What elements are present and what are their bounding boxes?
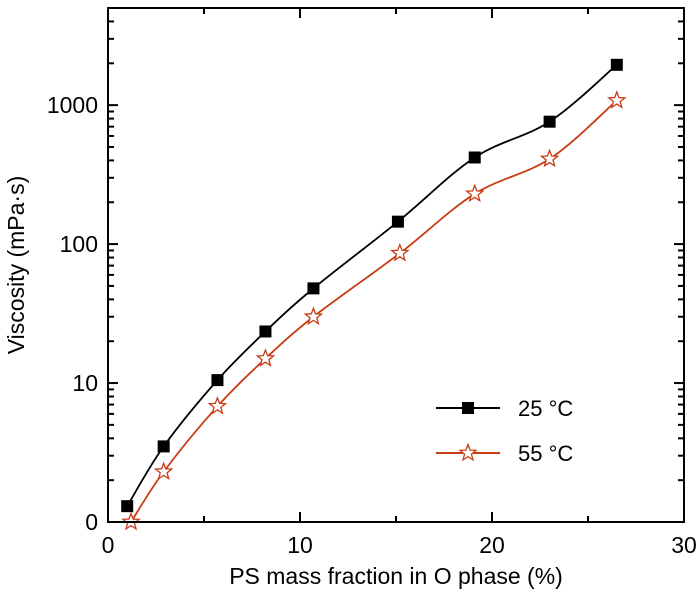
tick-labels: 0 10 20 30 0 10 100 1000: [47, 92, 697, 558]
y-tick-label: 1000: [47, 92, 98, 118]
data-point: [606, 90, 627, 109]
axis-ticks: [107, 7, 685, 523]
y-tick-label: 10: [72, 370, 98, 396]
x-tick-label: 10: [287, 532, 313, 558]
series-line-1: [130, 99, 618, 523]
series-markers: [121, 58, 627, 531]
data-point: [207, 395, 228, 415]
plot-frame: [107, 7, 685, 523]
legend-marker-25c: [462, 402, 474, 414]
data-point: [390, 242, 410, 262]
data-point: [307, 282, 320, 295]
x-tick-label: 20: [479, 532, 505, 558]
x-tick-label: 0: [102, 532, 115, 558]
legend-item: 25 °C: [436, 396, 573, 421]
legend-label-25c: 25 °C: [518, 396, 573, 421]
data-point: [153, 461, 174, 481]
data-point: [157, 440, 170, 453]
data-point: [468, 151, 481, 164]
data-point: [255, 348, 276, 367]
data-point: [464, 183, 485, 203]
data-point: [211, 374, 224, 387]
data-point: [539, 148, 560, 168]
x-tick-label: 30: [671, 532, 697, 558]
data-point: [121, 500, 134, 513]
legend-marker-55c: [458, 442, 478, 462]
x-axis-title: PS mass fraction in O phase (%): [229, 563, 563, 589]
y-axis-title: Viscosity (mPa·s): [3, 176, 29, 355]
data-point: [610, 58, 623, 71]
legend-marker-shape: [458, 442, 478, 462]
legend: 25 °C 55 °C: [436, 396, 573, 466]
y-tick-label: 100: [60, 231, 98, 257]
data-point: [303, 306, 324, 326]
legend-marker-shape: [462, 402, 474, 414]
series-lines: [126, 64, 618, 523]
data-point: [259, 325, 272, 338]
series-line-0: [126, 64, 618, 507]
legend-label-55c: 55 °C: [518, 441, 573, 466]
y-tick-label: 0: [85, 509, 98, 535]
legend-item: 55 °C: [436, 441, 573, 466]
data-point: [391, 215, 404, 228]
data-point: [543, 115, 556, 128]
